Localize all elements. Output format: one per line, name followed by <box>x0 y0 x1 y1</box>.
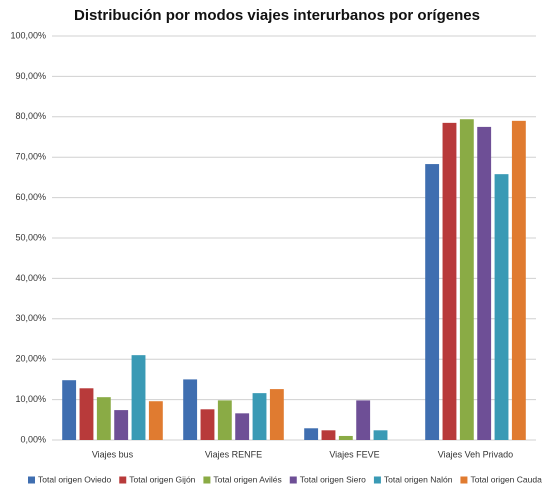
legend-label: Total origen Nalón <box>384 474 453 484</box>
bar <box>511 120 526 440</box>
y-tick-label: 60,00% <box>15 192 46 202</box>
bar <box>252 393 267 440</box>
bar <box>114 410 129 440</box>
bar <box>269 389 284 440</box>
legend-swatch <box>289 476 297 484</box>
legend-swatch <box>28 476 35 484</box>
bar <box>235 413 250 440</box>
legend-label: Total origen Oviedo <box>38 474 112 484</box>
y-tick-label: 90,00% <box>15 71 46 81</box>
y-tick-label: 100,00% <box>10 30 46 40</box>
bar <box>425 164 440 440</box>
legend-swatch <box>203 476 211 484</box>
bar <box>477 126 492 441</box>
legend-label: Total origen Siero <box>300 474 366 484</box>
legend-swatch <box>460 476 468 484</box>
y-tick-label: 40,00% <box>15 273 46 283</box>
bar <box>96 397 111 440</box>
bar <box>321 430 336 440</box>
x-tick-label: Viajes FEVE <box>329 449 379 459</box>
bar <box>442 122 457 441</box>
y-tick-label: 50,00% <box>15 232 46 242</box>
bar <box>148 401 163 440</box>
bar <box>183 379 198 440</box>
y-tick-label: 70,00% <box>15 152 46 162</box>
y-tick-label: 20,00% <box>15 354 46 364</box>
legend-label: Total origen Caudal <box>470 474 542 484</box>
bar <box>131 355 146 440</box>
x-tick-label: Viajes bus <box>92 449 134 459</box>
bar <box>338 435 353 440</box>
x-tick-label: Viajes Veh Privado <box>438 449 513 459</box>
bar <box>217 400 232 440</box>
bar <box>62 380 77 440</box>
legend-label: Total origen Gijón <box>129 474 195 484</box>
legend-swatch <box>373 476 381 484</box>
legend-label: Total origen Avilés <box>213 474 281 484</box>
bar <box>459 119 474 440</box>
y-tick-label: 80,00% <box>15 111 46 121</box>
x-tick-label: Viajes RENFE <box>205 449 262 459</box>
bar <box>304 428 319 440</box>
y-tick-label: 30,00% <box>15 313 46 323</box>
bar <box>79 388 94 440</box>
bar <box>494 174 509 440</box>
y-tick-label: 0,00% <box>20 434 46 444</box>
legend-swatch <box>119 476 127 484</box>
bar <box>373 430 388 440</box>
chart-title: Distribución por modos viajes interurban… <box>74 7 480 24</box>
y-tick-label: 10,00% <box>15 394 46 404</box>
bar <box>356 400 371 440</box>
bar <box>200 409 215 440</box>
